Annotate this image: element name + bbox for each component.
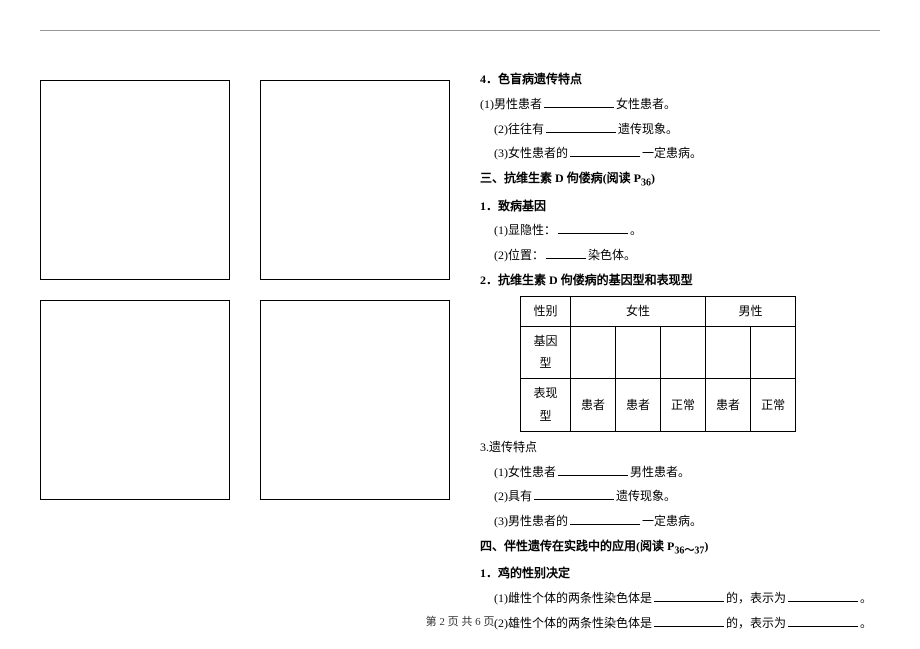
top-rule bbox=[40, 30, 880, 31]
th-female: 女性 bbox=[571, 296, 706, 326]
table-row: 性别 女性 男性 bbox=[521, 296, 796, 326]
sub3-i1: (1)女性患者 男性患者。 bbox=[480, 461, 880, 484]
sub4-a: (1)雌性个体的两条性染色体是 的，表示为 。 bbox=[480, 587, 880, 610]
box-bottom-right bbox=[260, 300, 450, 500]
sub3-i3: (3)男性患者的 一定患病。 bbox=[480, 510, 880, 533]
blank bbox=[570, 143, 640, 157]
sub3-i3-post: 一定患病。 bbox=[642, 514, 702, 528]
cell-pheno: 患者 bbox=[571, 379, 616, 432]
blank bbox=[558, 462, 628, 476]
cell-pheno: 患者 bbox=[616, 379, 661, 432]
cell-geno bbox=[661, 326, 706, 379]
table-row: 表现型 患者 患者 正常 患者 正常 bbox=[521, 379, 796, 432]
sec4-i1-post: 女性患者。 bbox=[616, 97, 676, 111]
genotype-table: 性别 女性 男性 基因型 表现型 患者 患者 正常 患者 正常 bbox=[520, 296, 796, 432]
sub1-b-post: 染色体。 bbox=[588, 248, 636, 262]
sub3-i2-post: 遗传现象。 bbox=[616, 489, 676, 503]
sec4-i1-pre: (1)男性患者 bbox=[480, 97, 542, 111]
cell-geno bbox=[571, 326, 616, 379]
blank bbox=[570, 511, 640, 525]
sub3-i2: (2)具有 遗传现象。 bbox=[480, 485, 880, 508]
cell-pheno: 正常 bbox=[661, 379, 706, 432]
sub1-a: (1)显隐性： 。 bbox=[480, 219, 880, 242]
si-pre: 四、伴性遗传在实践中的应用(阅读 P bbox=[480, 539, 674, 553]
th-sex: 性别 bbox=[521, 296, 571, 326]
box-bottom-left bbox=[40, 300, 230, 500]
box-grid bbox=[40, 80, 460, 500]
sub4-a-post: 。 bbox=[860, 591, 872, 605]
sec4-i3-post: 一定患病。 bbox=[642, 146, 702, 160]
table-row: 基因型 bbox=[521, 326, 796, 379]
san-pre: 三、抗维生素 D 佝偻病(阅读 P bbox=[480, 171, 641, 185]
cell-pheno: 患者 bbox=[706, 379, 751, 432]
sub3-i1-post: 男性患者。 bbox=[630, 465, 690, 479]
blank bbox=[546, 245, 586, 259]
sub4-a-mid: 的，表示为 bbox=[726, 591, 786, 605]
sec4-i3-pre: (3)女性患者的 bbox=[494, 146, 568, 160]
th-geno: 基因型 bbox=[521, 326, 571, 379]
sec4-i2-post: 遗传现象。 bbox=[618, 122, 678, 136]
sub1-a-post: 。 bbox=[630, 223, 642, 237]
cell-geno bbox=[706, 326, 751, 379]
blank bbox=[544, 94, 614, 108]
sec4-i2-pre: (2)往往有 bbox=[494, 122, 544, 136]
sub3-i1-pre: (1)女性患者 bbox=[494, 465, 556, 479]
sub4-title: 1．鸡的性别决定 bbox=[480, 562, 880, 585]
cell-geno bbox=[616, 326, 661, 379]
sub1-a-pre: (1)显隐性： bbox=[494, 223, 556, 237]
sec4-item2: (2)往往有 遗传现象。 bbox=[480, 118, 880, 141]
si-sub: 36～37 bbox=[674, 545, 704, 556]
th-pheno: 表现型 bbox=[521, 379, 571, 432]
cell-pheno: 正常 bbox=[751, 379, 796, 432]
blank bbox=[654, 588, 724, 602]
sec4-item3: (3)女性患者的 一定患病。 bbox=[480, 142, 880, 165]
sub3-i2-pre: (2)具有 bbox=[494, 489, 532, 503]
blank bbox=[546, 119, 616, 133]
blank bbox=[558, 220, 628, 234]
box-top-left bbox=[40, 80, 230, 280]
sub3-i3-pre: (3)男性患者的 bbox=[494, 514, 568, 528]
san-post: ) bbox=[651, 171, 655, 185]
blank bbox=[788, 588, 858, 602]
sub3-title: 3.遗传特点 bbox=[480, 436, 880, 459]
sub1-title: 1．致病基因 bbox=[480, 195, 880, 218]
sub1-b-pre: (2)位置： bbox=[494, 248, 544, 262]
si-post: ) bbox=[704, 539, 708, 553]
sec-san-title: 三、抗维生素 D 佝偻病(阅读 P36) bbox=[480, 167, 880, 192]
blank bbox=[534, 486, 614, 500]
sub2-title: 2．抗维生素 D 佝偻病的基因型和表现型 bbox=[480, 269, 880, 292]
right-column: 4．色盲病遗传特点 (1)男性患者女性患者。 (2)往往有遗传现象。 (3)女性… bbox=[480, 68, 880, 637]
th-male: 男性 bbox=[706, 296, 796, 326]
san-sub: 36 bbox=[641, 178, 651, 189]
sec4-item1: (1)男性患者 女性患者。 bbox=[480, 93, 880, 116]
box-top-right bbox=[260, 80, 450, 280]
sub1-b: (2)位置： 染色体。 bbox=[480, 244, 880, 267]
sec-si-title: 四、伴性遗传在实践中的应用(阅读 P36～37) bbox=[480, 535, 880, 560]
page-footer: 第 2 页 共 6 页 bbox=[0, 613, 920, 629]
left-column bbox=[40, 80, 460, 500]
sub4-a-pre: (1)雌性个体的两条性染色体是 bbox=[494, 591, 652, 605]
cell-geno bbox=[751, 326, 796, 379]
sec4-title: 4．色盲病遗传特点 bbox=[480, 68, 880, 91]
